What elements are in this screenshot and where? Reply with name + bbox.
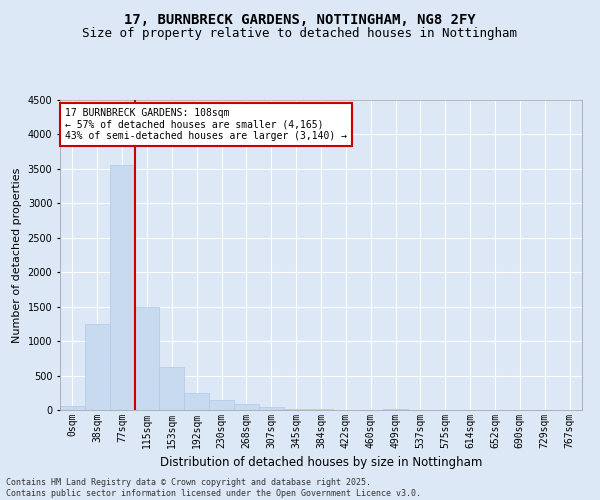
Y-axis label: Number of detached properties: Number of detached properties (12, 168, 22, 342)
Text: 17, BURNBRECK GARDENS, NOTTINGHAM, NG8 2FY: 17, BURNBRECK GARDENS, NOTTINGHAM, NG8 2… (124, 12, 476, 26)
Bar (85, 324, 110, 410)
Bar (134, 308, 160, 410)
Bar (60, 406, 85, 410)
Text: Size of property relative to detached houses in Nottingham: Size of property relative to detached ho… (83, 28, 517, 40)
Bar (284, 408, 308, 410)
Bar (160, 368, 184, 410)
Bar (234, 404, 259, 410)
Bar (184, 394, 209, 410)
Bar (383, 409, 408, 410)
Text: 17 BURNBRECK GARDENS: 108sqm
← 57% of detached houses are smaller (4,165)
43% of: 17 BURNBRECK GARDENS: 108sqm ← 57% of de… (65, 108, 347, 141)
X-axis label: Distribution of detached houses by size in Nottingham: Distribution of detached houses by size … (160, 456, 482, 469)
Bar (259, 406, 284, 410)
Bar (110, 165, 134, 410)
Text: Contains HM Land Registry data © Crown copyright and database right 2025.
Contai: Contains HM Land Registry data © Crown c… (6, 478, 421, 498)
Bar (209, 400, 234, 410)
